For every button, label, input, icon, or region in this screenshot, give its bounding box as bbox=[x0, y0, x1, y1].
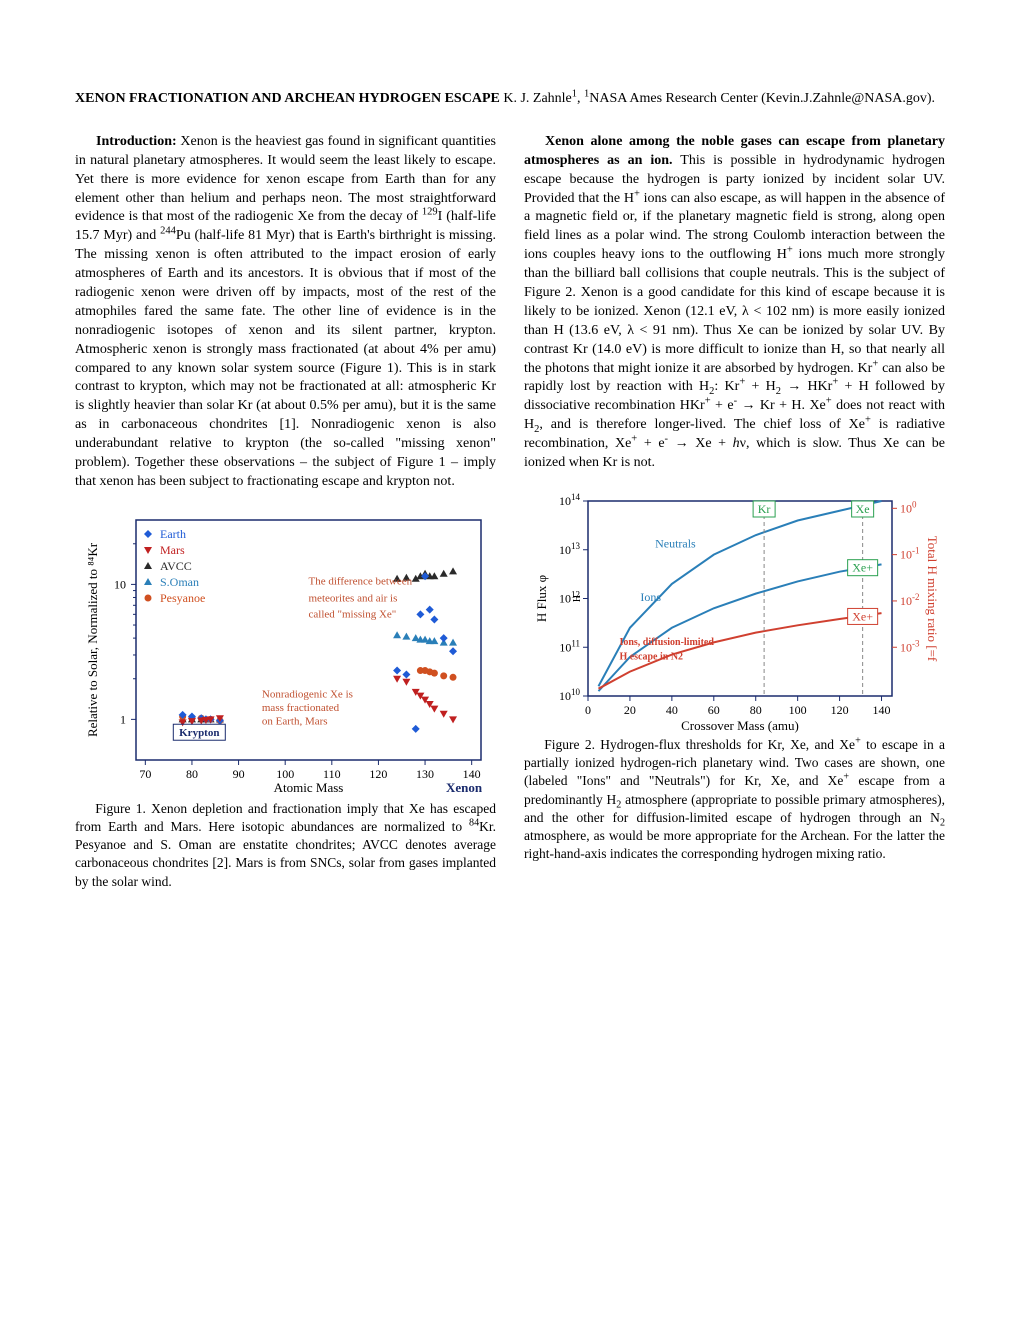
svg-text:140: 140 bbox=[462, 767, 480, 781]
svg-text:40: 40 bbox=[665, 703, 677, 717]
svg-text:90: 90 bbox=[232, 767, 244, 781]
svg-text:AVCC: AVCC bbox=[160, 559, 192, 573]
svg-text:S.Oman: S.Oman bbox=[160, 575, 199, 589]
svg-text:1014: 1014 bbox=[559, 492, 581, 508]
figure-2-caption: Figure 2. Hydrogen-flux thresholds for K… bbox=[524, 736, 945, 864]
title: XENON FRACTIONATION AND ARCHEAN HYDROGEN… bbox=[75, 91, 500, 106]
svg-text:20: 20 bbox=[623, 703, 635, 717]
svg-text:1011: 1011 bbox=[559, 638, 580, 654]
svg-text:10: 10 bbox=[114, 577, 126, 591]
svg-text:mass fractionated: mass fractionated bbox=[261, 702, 339, 714]
svg-text:80: 80 bbox=[749, 703, 761, 717]
intro-head: Introduction: bbox=[96, 134, 177, 149]
svg-text:H: H bbox=[572, 595, 583, 602]
svg-text:120: 120 bbox=[830, 703, 848, 717]
svg-text:10-2: 10-2 bbox=[900, 592, 920, 608]
svg-text:130: 130 bbox=[416, 767, 434, 781]
svg-text:Xenon: Xenon bbox=[446, 780, 483, 795]
svg-text:140: 140 bbox=[872, 703, 890, 717]
svg-text:Atomic Mass: Atomic Mass bbox=[273, 780, 343, 795]
svg-text:10-1: 10-1 bbox=[900, 546, 920, 562]
svg-text:Total H mixing ratio [=f: Total H mixing ratio [=f bbox=[925, 536, 940, 662]
svg-text:Crossover Mass (amu): Crossover Mass (amu) bbox=[681, 718, 799, 733]
svg-text:Ions: Ions bbox=[640, 590, 661, 604]
figure-1-caption: Figure 1. Xenon depletion and fractionat… bbox=[75, 800, 496, 891]
svg-text:110: 110 bbox=[323, 767, 341, 781]
svg-text:1010: 1010 bbox=[559, 687, 581, 703]
svg-text:80: 80 bbox=[185, 767, 197, 781]
figure-1-chart: 708090100110120130140110Atomic MassXenon… bbox=[81, 510, 491, 800]
authors: K. J. Zahnle bbox=[500, 91, 572, 106]
svg-text:Kr: Kr bbox=[757, 502, 770, 516]
svg-text:100: 100 bbox=[900, 499, 917, 515]
svg-text:Krypton: Krypton bbox=[179, 727, 219, 739]
svg-text:Nonradiogenic Xe is: Nonradiogenic Xe is bbox=[261, 688, 352, 700]
svg-text:120: 120 bbox=[369, 767, 387, 781]
svg-text:Mars: Mars bbox=[160, 543, 185, 557]
svg-text:Ions, diffusion-limited: Ions, diffusion-limited bbox=[619, 637, 714, 648]
svg-text:Pesyanoe: Pesyanoe bbox=[160, 591, 205, 605]
column-right: Xenon alone among the noble gases can es… bbox=[524, 133, 945, 891]
svg-text:H Flux φ: H Flux φ bbox=[534, 575, 549, 622]
svg-text:100: 100 bbox=[276, 767, 294, 781]
svg-text:70: 70 bbox=[139, 767, 151, 781]
xenon-ion-para: Xenon alone among the noble gases can es… bbox=[524, 133, 945, 473]
svg-text:Xe: Xe bbox=[855, 502, 869, 516]
intro-para: Introduction: Xenon is the heaviest gas … bbox=[75, 133, 496, 492]
svg-text:100: 100 bbox=[788, 703, 806, 717]
svg-text:10-3: 10-3 bbox=[900, 638, 920, 654]
svg-text:Relative to Solar, Normalized: Relative to Solar, Normalized to ⁸⁴Kr bbox=[85, 542, 100, 737]
svg-text:Neutrals: Neutrals bbox=[655, 536, 696, 550]
svg-text:called "missing Xe": called "missing Xe" bbox=[308, 608, 396, 620]
column-left: Introduction: Xenon is the heaviest gas … bbox=[75, 133, 496, 891]
svg-text:1: 1 bbox=[120, 712, 126, 726]
figure-2-chart: 0204060801001201401010101110121013101410… bbox=[530, 491, 940, 736]
affil: NASA Ames Research Center (Kevin.J.Zahnl… bbox=[589, 91, 935, 106]
svg-text:Xe+: Xe+ bbox=[852, 609, 873, 623]
svg-text:on Earth, Mars: on Earth, Mars bbox=[261, 715, 327, 727]
svg-text:1013: 1013 bbox=[559, 541, 581, 557]
figure-1: 708090100110120130140110Atomic MassXenon… bbox=[75, 510, 496, 891]
title-block: XENON FRACTIONATION AND ARCHEAN HYDROGEN… bbox=[75, 90, 945, 109]
svg-text:60: 60 bbox=[707, 703, 719, 717]
svg-text:The difference between: The difference between bbox=[308, 575, 412, 587]
svg-text:0: 0 bbox=[585, 703, 591, 717]
svg-text:meteorites and air is: meteorites and air is bbox=[308, 592, 397, 604]
svg-text:Earth: Earth bbox=[160, 527, 186, 541]
svg-text:H escape in N2: H escape in N2 bbox=[619, 651, 683, 662]
svg-text:Xe+: Xe+ bbox=[852, 561, 873, 575]
figure-2: 0204060801001201401010101110121013101410… bbox=[524, 491, 945, 864]
